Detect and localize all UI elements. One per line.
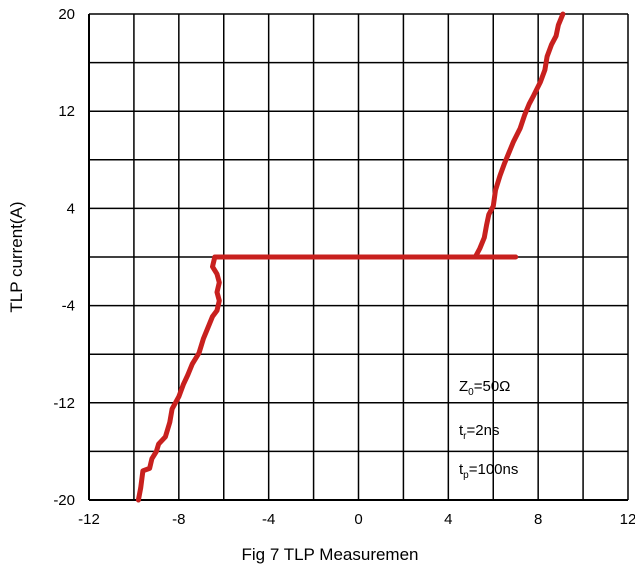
y-tick-label: -4 [62, 298, 75, 315]
y-tick-label: -20 [53, 492, 75, 509]
annotation-tp-rest: =100ns [469, 461, 519, 478]
y-tick-label: 20 [58, 6, 75, 23]
annotation-tr-main: t [459, 422, 464, 439]
x-tick-label: 12 [620, 511, 635, 528]
x-axis-label: Fig 7 TLP Measuremen [241, 545, 418, 564]
y-tick-label: -12 [53, 395, 75, 412]
annotation-tp-sub: p [463, 470, 469, 481]
y-tick-label: 12 [58, 103, 75, 120]
y-tick-labels: 20 12 4 -4 -12 -20 [53, 6, 75, 509]
x-tick-label: 4 [444, 511, 452, 528]
x-tick-label: -8 [172, 511, 185, 528]
series-layer [135, 11, 566, 503]
annotation-z0-sub: 0 [468, 387, 474, 398]
annotation-z0: Z0=50Ω [459, 378, 510, 398]
x-tick-label: 0 [354, 511, 362, 528]
chart-grid [89, 14, 628, 500]
x-tick-labels: -12 -8 -4 0 4 8 12 [78, 511, 635, 528]
x-tick-label: -4 [262, 511, 275, 528]
y-axis-label: TLP current(A) [7, 201, 26, 312]
annotation-tp: tp=100ns [459, 461, 518, 481]
plot-frame [88, 13, 629, 501]
x-tick-label: -12 [78, 511, 100, 528]
x-tick-label: 8 [534, 511, 542, 528]
annotation-tp-main: t [459, 461, 464, 478]
annotation-tr-sub: r [463, 431, 467, 442]
annotation-tr-rest: =2ns [467, 422, 500, 439]
annotation-z0-main: Z [459, 378, 468, 395]
series-line-1 [135, 254, 519, 503]
series-line-2 [472, 11, 566, 260]
y-tick-label: 4 [67, 200, 75, 217]
annotation-z0-rest: =50Ω [474, 378, 511, 395]
annotation-tr: tr=2ns [459, 422, 499, 442]
